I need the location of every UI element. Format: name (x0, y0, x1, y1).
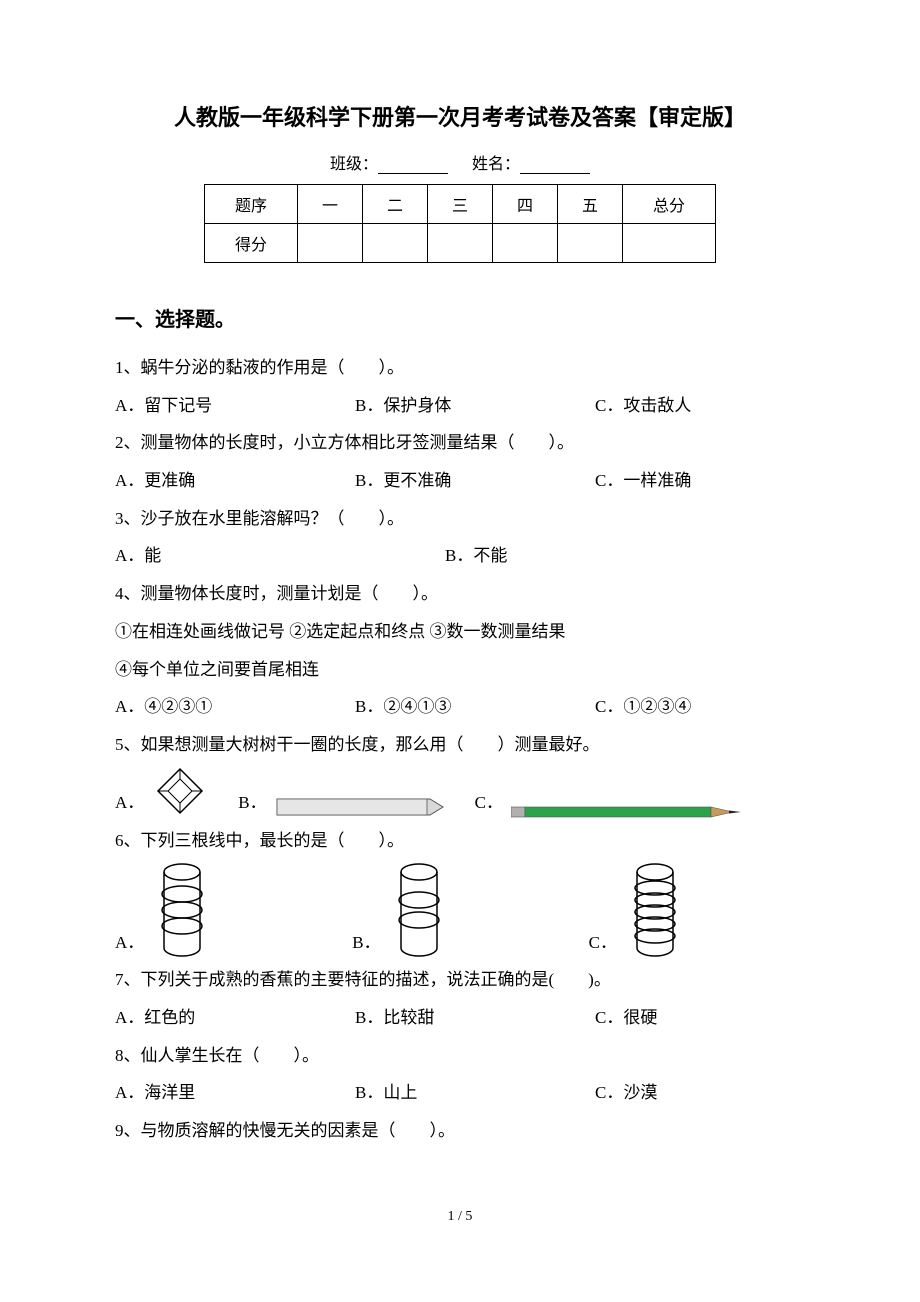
q1-b: B．保护身体 (355, 388, 595, 424)
q9-text: 9、与物质溶解的快慢无关的因素是（ ）。 (115, 1113, 805, 1149)
class-label: 班级： (330, 156, 378, 173)
cell (298, 224, 363, 263)
cell: 五 (558, 185, 623, 224)
table-row: 题序 一 二 三 四 五 总分 (205, 185, 716, 224)
q4-b: B．②④①③ (355, 689, 595, 725)
cell: 四 (493, 185, 558, 224)
name-blank (520, 155, 590, 174)
q5-c: C． (475, 785, 741, 821)
eraser-icon (152, 765, 208, 821)
cell: 三 (428, 185, 493, 224)
q7-text: 7、下列关于成熟的香蕉的主要特征的描述，说法正确的是( )。 (115, 962, 805, 998)
cell (493, 224, 558, 263)
q7-a: A．红色的 (115, 1000, 355, 1036)
q7-b: B．比较甜 (355, 1000, 595, 1036)
q6-text: 6、下列三根线中，最长的是（ ）。 (115, 823, 805, 859)
table-row: 得分 (205, 224, 716, 263)
q5-b: B． (238, 785, 444, 821)
cylinder-a-icon (152, 860, 212, 960)
q8-b: B．山上 (355, 1075, 595, 1111)
cell: 一 (298, 185, 363, 224)
score-table: 题序 一 二 三 四 五 总分 得分 (204, 184, 716, 263)
q1-a: A．留下记号 (115, 388, 355, 424)
q7-c: C．很硬 (595, 1000, 795, 1036)
q1-c: C．攻击敌人 (595, 388, 795, 424)
q5-c-label: C． (475, 785, 503, 821)
section-heading: 一、选择题。 (115, 303, 805, 332)
q1-text: 1、蜗牛分泌的黏液的作用是（ ）。 (115, 350, 805, 386)
q6-options: A． B． C． (115, 860, 805, 960)
q8-options: A．海洋里 B．山上 C．沙漠 (115, 1075, 805, 1111)
q5-a-label: A． (115, 785, 144, 821)
class-blank (378, 155, 448, 174)
q2-b: B．更不准确 (355, 463, 595, 499)
ruler-icon (275, 793, 445, 821)
q5-text: 5、如果想测量大树树干一圈的长度，那么用（ ）测量最好。 (115, 727, 805, 763)
cell: 二 (363, 185, 428, 224)
q6-c-label: C． (589, 925, 617, 961)
cell (623, 224, 716, 263)
q4-text: 4、测量物体长度时，测量计划是（ ）。 (115, 576, 805, 612)
q5-b-label: B． (238, 785, 266, 821)
q2-options: A．更准确 B．更不准确 C．一样准确 (115, 463, 805, 499)
q5-options: A． B． C． (115, 765, 805, 821)
q5-a: A． (115, 765, 208, 821)
q4-line2: ④每个单位之间要首尾相连 (115, 652, 805, 688)
q2-text: 2、测量物体的长度时，小立方体相比牙签测量结果（ ）。 (115, 425, 805, 461)
name-label: 姓名： (472, 156, 520, 173)
q2-c: C．一样准确 (595, 463, 795, 499)
cylinder-b-icon (389, 860, 449, 960)
q1-options: A．留下记号 B．保护身体 C．攻击敌人 (115, 388, 805, 424)
page-title: 人教版一年级科学下册第一次月考考试卷及答案【审定版】 (115, 100, 805, 132)
q4-options: A．④②③① B．②④①③ C．①②③④ (115, 689, 805, 725)
q3-text: 3、沙子放在水里能溶解吗？（ ）。 (115, 501, 805, 537)
q4-line1: ①在相连处画线做记号 ②选定起点和终点 ③数一数测量结果 (115, 614, 805, 650)
q7-options: A．红色的 B．比较甜 C．很硬 (115, 1000, 805, 1036)
cell-header: 得分 (205, 224, 298, 263)
q8-a: A．海洋里 (115, 1075, 355, 1111)
q4-a: A．④②③① (115, 689, 355, 725)
q2-a: A．更准确 (115, 463, 355, 499)
q6-a-label: A． (115, 925, 144, 961)
cell (363, 224, 428, 263)
q4-c: C．①②③④ (595, 689, 795, 725)
q8-text: 8、仙人掌生长在（ ）。 (115, 1038, 805, 1074)
q6-a: A． (115, 860, 212, 960)
q3-a: A．能 (115, 538, 445, 574)
class-name-row: 班级： 姓名： (115, 150, 805, 174)
cell-total: 总分 (623, 185, 716, 224)
cylinder-c-icon (625, 860, 685, 960)
page-footer: 1 / 5 (115, 1209, 805, 1225)
q6-b-label: B． (352, 925, 380, 961)
pencil-icon (511, 803, 741, 821)
q3-options: A．能 B．不能 (115, 538, 805, 574)
q8-c: C．沙漠 (595, 1075, 795, 1111)
q6-c: C． (589, 860, 685, 960)
cell (558, 224, 623, 263)
q6-b: B． (352, 860, 448, 960)
cell-header: 题序 (205, 185, 298, 224)
q3-b: B．不能 (445, 538, 775, 574)
cell (428, 224, 493, 263)
